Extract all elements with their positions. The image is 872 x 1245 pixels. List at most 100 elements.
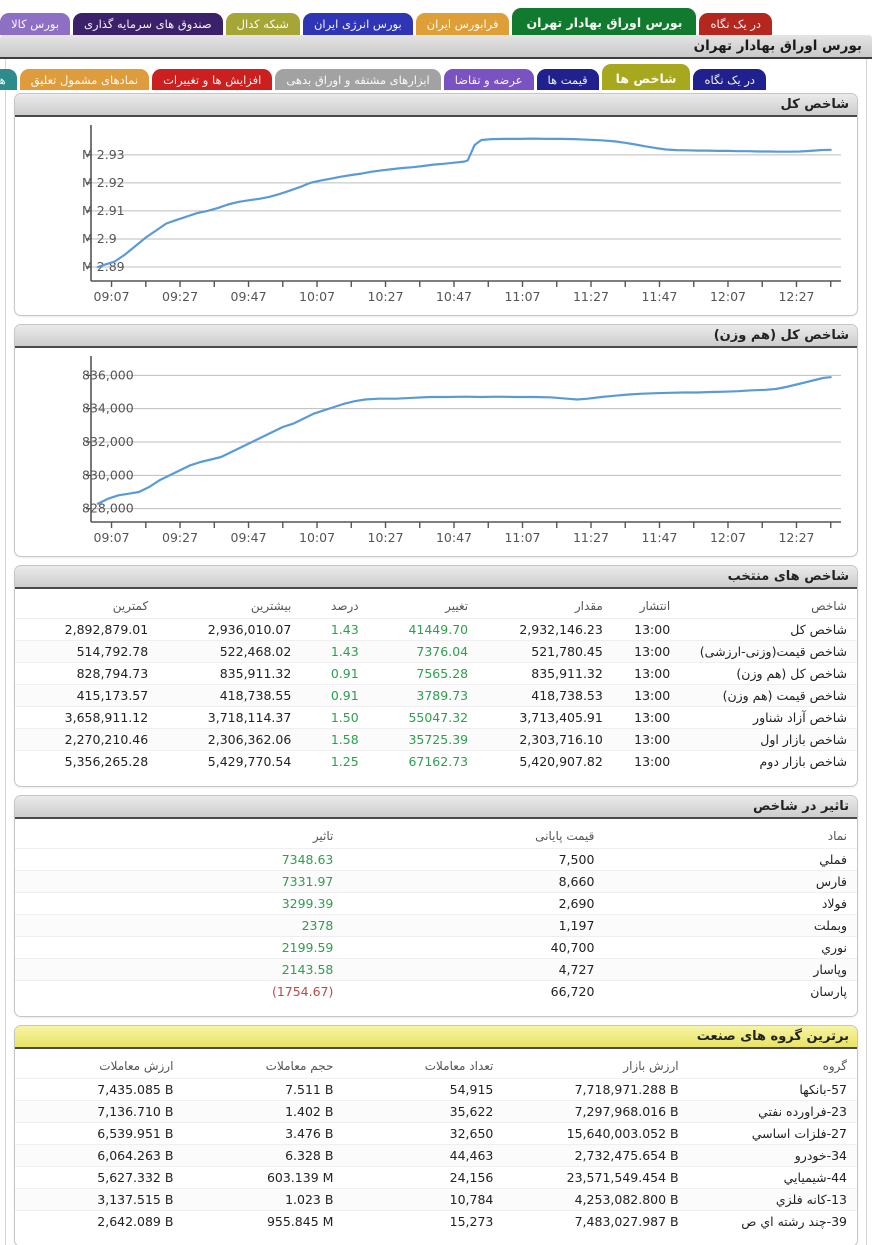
selected-indices-card: شاخص های منتخب شاخص انتشار مقدار تغییر درصد ب… <box>14 565 858 788</box>
market-tab-0[interactable]: در یک نگاه <box>699 13 772 35</box>
section-tab-4[interactable]: ابزارهای مشتقه و اوراق بدهی <box>275 68 441 91</box>
cell-value: 6,539.951 B <box>15 1122 184 1145</box>
cell-value: 55047.32 <box>368 706 479 729</box>
svg-text:11:07: 11:07 <box>504 289 540 304</box>
cell-value: 7331.97 <box>15 870 344 893</box>
svg-text:2.9 M: 2.9 M <box>82 231 117 246</box>
row-label: شاخص کل (هم وزن) <box>680 662 857 685</box>
selected-indices-header-row: شاخص انتشار مقدار تغییر درصد بیشترین کمترین <box>15 593 857 619</box>
svg-text:10:47: 10:47 <box>436 530 472 545</box>
selected-indices-table: شاخص انتشار مقدار تغییر درصد بیشترین کمترین شا… <box>15 593 857 773</box>
top-padding <box>0 0 872 8</box>
cell-value: 66,720 <box>343 980 605 1003</box>
section-tab-5[interactable]: افزایش ها و تغییرات <box>152 68 273 91</box>
cell-value: 24,156 <box>343 1166 504 1189</box>
row-label: شاخص بازار اول <box>680 728 857 751</box>
symbol-row[interactable]: وبملت 1,197 2378 <box>15 914 857 937</box>
column-header: درصد <box>331 599 359 614</box>
cell-value: 7.511 B <box>183 1078 344 1101</box>
equal-weight-index-chart-title: شاخص کل (هم وزن) <box>713 328 849 344</box>
column-header: تعداد معاملات <box>424 1059 494 1074</box>
svg-text:12:27: 12:27 <box>778 289 814 304</box>
svg-text:11:47: 11:47 <box>641 530 677 545</box>
symbol-row[interactable]: وپاسار 4,727 2143.58 <box>15 958 857 981</box>
svg-text:12:07: 12:07 <box>710 530 746 545</box>
index-row[interactable]: شاخص کل 13:00 2,932,146.23 41449.70 1.43 2,93… <box>15 618 857 641</box>
cell-value: 2,932,146.23 <box>478 618 613 641</box>
industry-groups-header-row: گروه ارزش بازار تعداد معاملات حجم معاملات ار… <box>15 1053 857 1079</box>
row-label: شاخص قیمت(وزنی-ارزشی) <box>680 640 857 663</box>
index-row[interactable]: شاخص بازار دوم 13:00 5,420,907.82 67162.73 1… <box>15 750 857 773</box>
industry-row[interactable]: 39-چند رشته اي ص 7,483,027.987 B 15,273 955… <box>15 1210 857 1233</box>
market-tab-6[interactable]: بورس کالا <box>0 13 71 35</box>
cell-value: 2,892,879.01 <box>15 618 159 641</box>
market-tab-3[interactable]: بورس انرژی ایران <box>302 13 413 35</box>
section-tab-6[interactable]: نمادهای مشمول تعلیق <box>19 68 150 91</box>
cell-value: 1.43 <box>301 618 369 641</box>
industry-row[interactable]: 34-خودرو 2,732,475.654 B 44,463 6.328 B 6,06… <box>15 1144 857 1167</box>
index-row[interactable]: شاخص آزاد شناور 13:00 3,713,405.91 55047.32… <box>15 706 857 729</box>
svg-text:10:07: 10:07 <box>299 289 335 304</box>
cell-value: 13:00 <box>612 706 681 729</box>
column-header: گروه <box>822 1059 847 1074</box>
symbol-row[interactable]: پارسان 66,720 (1754.67) <box>15 980 857 1003</box>
market-tab-4[interactable]: شبکه کدال <box>225 13 300 35</box>
section-tab-3[interactable]: عرضه و تقاضا <box>443 68 534 91</box>
cell-value: 514,792.78 <box>15 640 159 663</box>
market-tab-2[interactable]: فرابورس ایران <box>415 13 510 35</box>
column-header: کمترین <box>112 599 149 614</box>
market-tab-bar: در یک نگاه بورس اوراق بهادار تهران فرابورس… <box>0 8 872 35</box>
row-label: 57-بانکها <box>688 1078 857 1101</box>
cell-value: 67162.73 <box>368 750 479 773</box>
cell-value: 44,463 <box>343 1144 504 1167</box>
svg-text:10:47: 10:47 <box>436 289 472 304</box>
industry-groups-table: گروه ارزش بازار تعداد معاملات حجم معاملات ار… <box>15 1053 857 1233</box>
industry-row[interactable]: 27-فلزات اساسي 15,640,003.052 B 32,650 3.47… <box>15 1122 857 1145</box>
svg-text:10:27: 10:27 <box>368 530 404 545</box>
cell-value: 6.328 B <box>183 1144 344 1167</box>
svg-text:2.91 M: 2.91 M <box>82 203 125 218</box>
row-label: شاخص کل <box>680 618 857 641</box>
svg-text:09:47: 09:47 <box>231 289 267 304</box>
section-tab-1[interactable]: شاخص ها <box>601 63 691 91</box>
market-tab-1[interactable]: بورس اوراق بهادار تهران <box>512 8 697 35</box>
cell-value: 7,435.085 B <box>15 1078 184 1101</box>
symbol-row[interactable]: نوري 40,700 2199.59 <box>15 936 857 959</box>
cell-value: 1.25 <box>301 750 369 773</box>
index-row[interactable]: شاخص بازار اول 13:00 2,303,716.10 35725.39 1… <box>15 728 857 751</box>
total-index-line-chart: 2.89 M 2.9 M 2.91 M 2.92 M 2.93 M 09:07 09:27 0… <box>82 125 841 304</box>
cell-value: 35725.39 <box>368 728 479 751</box>
index-row[interactable]: شاخص قیمت (هم وزن) 13:00 418,738.53 3789.73… <box>15 684 857 707</box>
cell-value: 6,064.263 B <box>15 1144 184 1167</box>
cell-value: 2199.59 <box>15 936 344 959</box>
cell-value: 40,700 <box>343 936 605 959</box>
industry-row[interactable]: 13-کانه فلزي 4,253,082.800 B 10,784 1.023 B… <box>15 1188 857 1211</box>
svg-text:830,000: 830,000 <box>82 468 134 483</box>
symbol-row[interactable]: فارس 8,660 7331.97 <box>15 870 857 893</box>
svg-text:09:07: 09:07 <box>94 530 130 545</box>
industry-row[interactable]: 44-شيميايي 23,571,549.454 B 24,156 603.139 … <box>15 1166 857 1189</box>
cell-value: 7,483,027.987 B <box>503 1210 689 1233</box>
svg-text:2.89 M: 2.89 M <box>82 259 125 274</box>
cell-value: 13:00 <box>612 662 681 685</box>
cell-value: 3.476 B <box>183 1122 344 1145</box>
section-tab-0[interactable]: در یک نگاه <box>693 68 766 91</box>
symbol-row[interactable]: فولاد 2,690 3299.39 <box>15 892 857 915</box>
cell-value: 13:00 <box>612 750 681 773</box>
row-label: وپاسار <box>604 958 857 981</box>
symbol-row[interactable]: فملي 7,500 7348.63 <box>15 848 857 871</box>
section-tab-7[interactable]: همه اطلاعات <box>0 68 17 91</box>
index-impact-header: تاثیر در شاخص <box>15 796 857 820</box>
cell-value: 3789.73 <box>368 684 479 707</box>
column-header: شاخص <box>811 599 847 614</box>
row-label: 44-شيميايي <box>688 1166 857 1189</box>
cell-value: 54,915 <box>343 1078 504 1101</box>
index-row[interactable]: شاخص کل (هم وزن) 13:00 835,911.32 7565.28 0.… <box>15 662 857 685</box>
index-row[interactable]: شاخص قیمت(وزنی-ارزشی) 13:00 521,780.45 7376… <box>15 640 857 663</box>
industry-row[interactable]: 23-فراورده نفتي 7,297,968.016 B 35,622 1.40… <box>15 1100 857 1123</box>
cell-value: 23,571,549.454 B <box>503 1166 689 1189</box>
market-tab-5[interactable]: صندوق های سرمایه گذاری <box>73 13 223 35</box>
industry-row[interactable]: 57-بانکها 7,718,971.288 B 54,915 7.511 B 7,4… <box>15 1078 857 1101</box>
index-impact-table: نماد قیمت پایانی تاثیر فملي 7,500 7348.63 فار… <box>15 823 857 1003</box>
section-tab-2[interactable]: قیمت ها <box>536 68 599 91</box>
